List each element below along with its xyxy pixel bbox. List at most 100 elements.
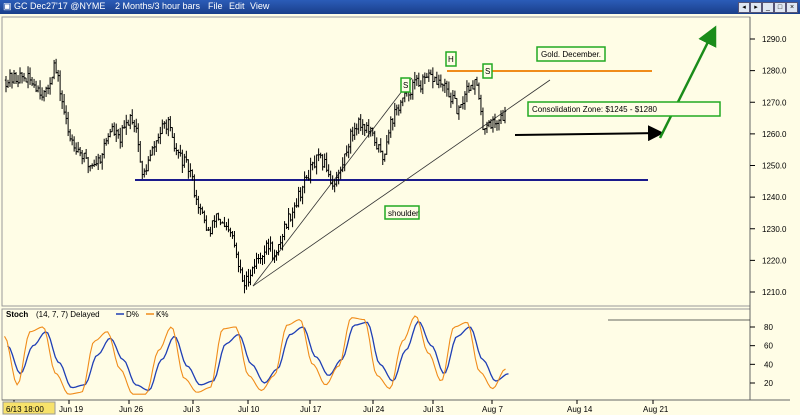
ohlc-bar — [100, 153, 104, 170]
ohlc-bar — [455, 97, 459, 115]
x-tick-label: Aug 14 — [567, 405, 593, 414]
stoch-k-line — [4, 315, 506, 395]
ohlc-bar — [109, 128, 112, 138]
ohlc-bar — [499, 110, 503, 124]
ohlc-bar — [183, 153, 186, 168]
ohlc-bar — [287, 207, 290, 230]
ohlc-bar — [74, 142, 78, 155]
ohlc-bar — [375, 137, 378, 150]
ohlc-bar — [137, 123, 140, 153]
ohlc-bar — [345, 145, 348, 157]
ohlc-bar — [205, 215, 208, 231]
ohlc-bar — [82, 152, 86, 163]
ohlc-bar — [10, 72, 14, 89]
ohlc-bar — [479, 94, 483, 116]
ohlc-bar — [201, 206, 204, 215]
ohlc-bar — [355, 123, 358, 136]
ohlc-bar — [40, 87, 44, 101]
ohlc-bar — [467, 82, 471, 93]
ohlc-bar — [209, 226, 212, 237]
ohlc-bar — [22, 72, 26, 82]
ohlc-bar — [157, 133, 160, 144]
menu-edit[interactable]: Edit — [229, 1, 245, 11]
menu-file[interactable]: File — [208, 1, 223, 11]
right-shoulder-label: S — [485, 67, 490, 76]
ohlc-bar — [495, 120, 499, 131]
ohlc-bar — [339, 166, 342, 180]
maximize-icon[interactable]: □ — [774, 2, 786, 13]
ohlc-bar — [447, 81, 451, 98]
ohlc-bar — [323, 153, 326, 168]
ohlc-bar — [393, 102, 396, 127]
ohlc-bar — [179, 144, 182, 157]
head-label: H — [448, 55, 454, 64]
ohlc-bar — [185, 150, 188, 163]
ohlc-bar — [379, 138, 382, 153]
ohlc-bar — [30, 77, 34, 87]
ohlc-bar — [365, 122, 368, 134]
ohlc-bar — [171, 127, 174, 138]
left-shoulder-box — [400, 77, 411, 93]
ohlc-bar — [275, 250, 278, 261]
menu-view[interactable]: View — [250, 1, 270, 11]
close-icon[interactable]: × — [786, 2, 798, 13]
ohlc-bar — [263, 245, 266, 264]
x-tick-label: Jul 3 — [183, 405, 200, 414]
symbol-title[interactable]: GC Dec27'17 @NYME — [14, 1, 106, 11]
ohlc-bar — [235, 242, 238, 259]
ohlc-bar — [211, 220, 214, 235]
ohlc-bar — [117, 128, 120, 139]
x-start-highlight — [2, 401, 56, 415]
y-tick-label: 1270.0 — [762, 98, 787, 107]
ohlc-bar — [223, 216, 226, 228]
scroll-left-icon[interactable]: ◂ — [738, 2, 750, 13]
ohlc-bar — [14, 72, 18, 85]
chart-menu-icon[interactable]: ▣ — [3, 1, 12, 11]
ohlc-bar — [475, 76, 479, 86]
ohlc-bar — [54, 58, 58, 74]
ohlc-bar — [477, 82, 481, 100]
ohlc-bar — [58, 70, 62, 102]
ohlc-bar — [349, 128, 352, 154]
stoch-title: Stoch — [6, 310, 28, 319]
stoch-tick-label: 20 — [764, 379, 773, 388]
ohlc-bar — [327, 164, 330, 178]
ohlc-bar — [215, 213, 218, 228]
ohlc-bar — [295, 198, 298, 208]
ohlc-bar — [191, 169, 194, 181]
x-tick-label: Aug 7 — [482, 405, 503, 414]
x-tick-label: Jul 17 — [300, 405, 322, 414]
ohlc-bar — [413, 71, 417, 90]
ohlc-bar — [62, 93, 66, 115]
shoulder-label-box — [384, 205, 420, 220]
timeframe-label[interactable]: 2 Months/3 hour bars — [115, 1, 201, 11]
ohlc-bar — [297, 186, 300, 208]
ohlc-bar — [197, 195, 200, 214]
x-tick-label: Aug 21 — [643, 405, 669, 414]
ohlc-bar — [64, 105, 68, 125]
ohlc-bar — [359, 114, 362, 132]
ohlc-bar — [68, 129, 72, 142]
ohlc-bar — [111, 123, 114, 133]
stoch-tick-label: 40 — [764, 360, 773, 369]
ohlc-bar — [449, 92, 453, 108]
gold-label: Gold. December. — [541, 50, 601, 59]
ohlc-bar — [265, 240, 268, 255]
chart-canvas[interactable]: 1210.0 1220.0 1230.0 1240.0 1250.0 1260.0 1270… — [0, 14, 800, 415]
ohlc-bar — [66, 111, 70, 137]
ohlc-bar — [381, 150, 384, 166]
scroll-right-icon[interactable]: ▸ — [750, 2, 762, 13]
ohlc-bar — [377, 144, 380, 153]
ohlc-bar — [76, 141, 80, 153]
ohlc-bar — [239, 259, 242, 274]
sideways-arrow — [514, 125, 664, 142]
ohlc-bar — [107, 133, 110, 145]
ohlc-bar — [443, 78, 447, 94]
ohlc-bar — [493, 113, 497, 129]
minimize-icon[interactable]: _ — [762, 2, 774, 13]
ohlc-bar — [38, 80, 42, 100]
ohlc-bar — [391, 118, 394, 131]
ohlc-bar — [175, 143, 178, 156]
ohlc-bar — [243, 274, 246, 294]
